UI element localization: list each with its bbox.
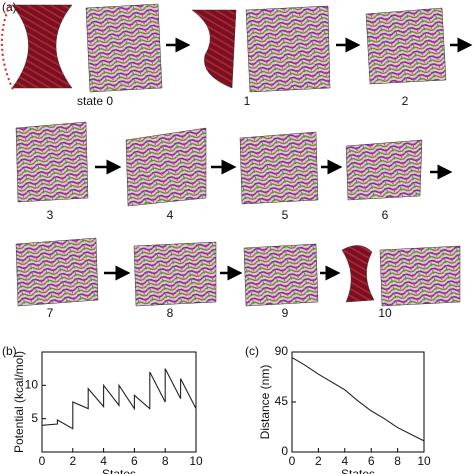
x-tick-label: 8 <box>394 454 401 468</box>
x-tick-label: 4 <box>100 454 107 468</box>
data-line <box>41 368 197 430</box>
state-label: 6 <box>382 208 389 222</box>
structure <box>191 9 237 89</box>
structure <box>365 7 447 85</box>
y-tick-label: 0 <box>281 444 288 458</box>
x-tick-label: 2 <box>315 454 322 468</box>
x-axis-label: States <box>102 467 136 474</box>
x-tick-label: 0 <box>289 454 296 468</box>
state-label: state 0 <box>77 94 113 108</box>
arrows <box>95 37 473 281</box>
structures <box>1 3 461 307</box>
x-tick-label: 6 <box>368 454 375 468</box>
state-label: 1 <box>244 94 251 108</box>
plot-frame <box>41 351 197 453</box>
y-tick-label: 5 <box>31 411 38 425</box>
y-tick-label: 90 <box>275 344 289 358</box>
structure <box>125 127 207 207</box>
x-tick-label: 0 <box>39 454 46 468</box>
state-label: 3 <box>47 208 54 222</box>
structure <box>133 241 217 307</box>
structure <box>15 237 99 307</box>
y-axis-label: Potential (kcal/mol) <box>12 351 26 453</box>
state-label: 5 <box>282 208 289 222</box>
structure <box>345 139 423 201</box>
x-tick-label: 6 <box>131 454 138 468</box>
x-tick-label: 4 <box>341 454 348 468</box>
x-tick-label: 2 <box>69 454 76 468</box>
panel-label: (c) <box>245 344 259 358</box>
state-label: 7 <box>47 306 54 320</box>
panel-label: (a) <box>2 0 17 14</box>
data-line <box>291 357 425 442</box>
structure <box>341 245 375 303</box>
structure <box>379 245 461 307</box>
state-labels: state 0 1 2 3 4 5 6 7 8 9 10 <box>47 94 409 320</box>
structure <box>239 131 319 205</box>
x-tick-label: 10 <box>417 454 431 468</box>
plot-frame <box>291 351 425 453</box>
structure <box>245 5 331 93</box>
state-label: 8 <box>167 306 174 320</box>
highlight <box>1 4 15 93</box>
state-label: 9 <box>282 306 289 320</box>
structure <box>15 121 89 203</box>
structure <box>85 3 163 93</box>
y-tick-label: 10 <box>25 378 39 392</box>
panel-label: (b) <box>2 344 17 358</box>
x-tick-label: 8 <box>162 454 169 468</box>
y-tick-label: 45 <box>275 394 289 408</box>
state-label: 2 <box>402 94 409 108</box>
x-tick-label: 10 <box>189 454 203 468</box>
state-label: 4 <box>167 208 174 222</box>
x-axis-label: States <box>341 467 375 474</box>
y-axis-label: Distance (nm) <box>258 365 272 440</box>
state-label: 10 <box>378 306 392 320</box>
structure <box>11 4 73 89</box>
structure <box>243 243 319 307</box>
